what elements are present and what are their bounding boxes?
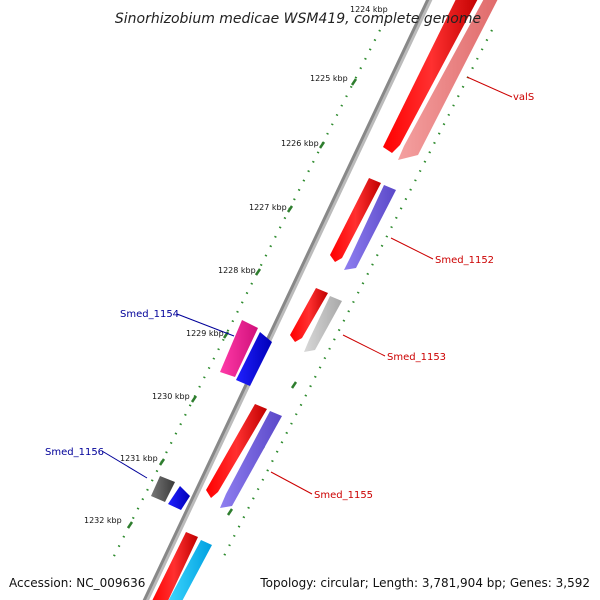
backbone-shadow	[143, 0, 433, 600]
tick-label: 1226 kbp	[281, 139, 319, 148]
tick-label: 1229 kbp	[186, 329, 224, 338]
accession-text: Accession: NC_009636	[9, 576, 145, 590]
gene-Smed_1155-cds[interactable]	[206, 404, 267, 498]
tick-label: 1228 kbp	[218, 266, 256, 275]
tick-label-partial: 1224 kbp	[350, 5, 388, 14]
gene-label-valS[interactable]: valS	[513, 92, 534, 103]
gene-Smed_1153-cds[interactable]	[290, 288, 328, 342]
scale-dashes-inner	[126, 78, 358, 529]
gene-Smed_1153-gene[interactable]	[304, 296, 342, 352]
gene-bottom-gene[interactable]	[166, 540, 212, 600]
gene-valS-cds[interactable]	[383, 0, 480, 153]
gene-label-Smed_1156[interactable]: Smed_1156	[45, 447, 104, 458]
tick-label: 1225 kbp	[310, 74, 348, 83]
Smed_1156-connector	[101, 450, 148, 479]
gc-track-inner	[221, 29, 493, 561]
Smed_1153-connector	[342, 334, 386, 357]
gene-Smed_1155-gene[interactable]	[220, 411, 282, 508]
gene-Smed_1152-gene[interactable]	[344, 185, 396, 270]
backbone	[142, 0, 430, 600]
gene-Smed_1154-gene[interactable]	[236, 332, 272, 386]
Smed_1152-connector	[390, 237, 434, 260]
Smed_1154-connector	[176, 313, 235, 337]
tick-label: 1231 kbp	[120, 454, 158, 463]
valS-connector	[466, 76, 513, 98]
map-title: Sinorhizobium medicae WSM419, complete g…	[115, 11, 481, 27]
gene-Smed_1152-cds[interactable]	[330, 178, 381, 262]
genome-summary-text: Topology: circular; Length: 3,781,904 bp…	[259, 576, 590, 590]
Smed_1155-connector	[270, 471, 313, 495]
gene-Smed_1154-cds[interactable]	[220, 320, 258, 377]
tick-label: 1230 kbp	[152, 392, 190, 401]
gene-label-Smed_1154[interactable]: Smed_1154	[120, 309, 179, 320]
gene-Smed_1156-gene[interactable]	[168, 486, 190, 510]
gene-label-Smed_1155[interactable]: Smed_1155	[314, 490, 373, 501]
gene-Smed_1156-cds[interactable]	[151, 476, 175, 502]
gene-valS-gene[interactable]	[398, 0, 500, 160]
gene-bottom-cds[interactable]	[150, 532, 198, 600]
gc-track-outer	[111, 29, 381, 561]
tick-label: 1232 kbp	[84, 516, 122, 525]
gene-label-Smed_1152[interactable]: Smed_1152	[435, 255, 494, 266]
gene-label-Smed_1153[interactable]: Smed_1153	[387, 352, 446, 363]
tick-label: 1227 kbp	[249, 203, 287, 212]
